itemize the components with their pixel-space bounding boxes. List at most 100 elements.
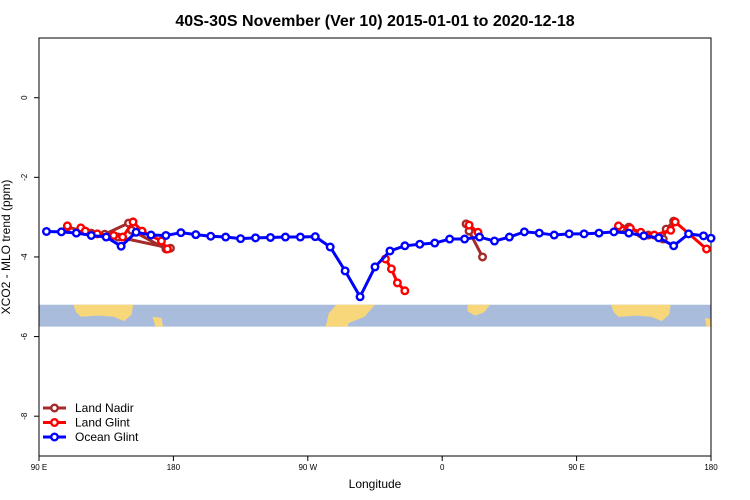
data-point [609, 227, 619, 237]
data-point [340, 266, 350, 276]
data-point [280, 232, 290, 242]
data-point [489, 236, 499, 246]
data-point [118, 232, 128, 242]
data-point [71, 228, 81, 238]
data-point [385, 246, 395, 256]
data-point [415, 239, 425, 249]
data-point [191, 230, 201, 240]
data-point [325, 242, 335, 252]
series-ocean-glint [41, 226, 716, 302]
data-point [161, 230, 171, 240]
map-strip [39, 304, 711, 327]
data-point [666, 225, 676, 235]
data-point [128, 217, 138, 227]
data-point [400, 286, 410, 296]
data-point [86, 230, 96, 240]
data-point [706, 233, 716, 243]
y-tick-label: -6 [20, 332, 29, 340]
land-australia-east [610, 304, 671, 322]
data-point [519, 227, 529, 237]
legend-swatch-marker [50, 418, 60, 428]
data-point [116, 241, 126, 251]
legend-item-land-nadir: Land Nadir [43, 401, 134, 415]
data-point [162, 244, 172, 254]
y-tick-label: -2 [20, 173, 29, 181]
data-point [176, 228, 186, 238]
x-axis-label: Longitude [349, 477, 402, 491]
data-point [146, 230, 156, 240]
data-point [684, 229, 694, 239]
data-point [670, 217, 680, 227]
legend-item-ocean-glint: Ocean Glint [43, 430, 139, 444]
land-south-america [325, 304, 375, 327]
data-point [460, 234, 470, 244]
data-point [62, 221, 72, 231]
data-point [534, 228, 544, 238]
ocean-band [39, 304, 711, 327]
data-point [464, 220, 474, 230]
land-south-africa [467, 304, 490, 316]
land-nz-west [152, 316, 163, 327]
plot-frame [38, 37, 712, 457]
x-tick-label: 90 W [298, 463, 317, 472]
x-tick-label: 0 [440, 463, 445, 472]
data-point [639, 231, 649, 241]
data-point [702, 244, 712, 254]
data-point [295, 232, 305, 242]
data-point [101, 232, 111, 242]
data-point [699, 231, 709, 241]
data-point [109, 230, 119, 240]
legend-label: Land Nadir [75, 401, 134, 415]
series-line [46, 229, 712, 299]
legend-label: Land Glint [75, 416, 130, 430]
legend-label: Ocean Glint [75, 430, 139, 444]
data-point [56, 227, 66, 237]
data-point [475, 232, 485, 242]
x-axis: 90 E 180 90 W 0 90 E 180 [31, 456, 718, 472]
data-point [265, 232, 275, 242]
data-point [41, 226, 51, 236]
data-point [430, 238, 440, 248]
data-point [594, 228, 604, 238]
data-point [564, 229, 574, 239]
data-point [654, 233, 664, 243]
data-point [400, 241, 410, 251]
x-tick-label: 180 [704, 463, 718, 472]
data-point [370, 262, 380, 272]
data-point [669, 241, 679, 251]
legend-swatch-marker [50, 432, 60, 442]
series-layer [41, 216, 716, 302]
x-tick-label: 90 E [31, 463, 47, 472]
data-point [445, 234, 455, 244]
data-point [549, 230, 559, 240]
y-axis-label: XCO2 - MLO trend (ppm) [0, 180, 13, 315]
data-point [386, 264, 396, 274]
data-point [131, 227, 141, 237]
data-point [392, 278, 402, 288]
legend-item-land-glint: Land Glint [43, 416, 130, 430]
data-point [504, 232, 514, 242]
data-point [206, 231, 216, 241]
land-australia-west [73, 304, 134, 322]
y-tick-label: 0 [20, 95, 29, 100]
y-tick-label: -4 [20, 253, 29, 261]
y-tick-label: -8 [20, 412, 29, 420]
data-point [156, 236, 166, 246]
legend-swatch-marker [50, 403, 60, 413]
data-point [310, 232, 320, 242]
y-axis: 0 -2 -4 -6 -8 [20, 95, 39, 420]
data-point [613, 221, 623, 231]
x-tick-label: 180 [167, 463, 181, 472]
data-point [236, 234, 246, 244]
data-point [478, 252, 488, 262]
x-tick-label: 90 E [568, 463, 584, 472]
data-point [579, 229, 589, 239]
data-point [624, 228, 634, 238]
series-line [384, 258, 406, 292]
data-point [221, 232, 231, 242]
data-point [355, 292, 365, 302]
chart-title: 40S-30S November (Ver 10) 2015-01-01 to … [175, 13, 574, 30]
land-nz-east [705, 317, 711, 327]
